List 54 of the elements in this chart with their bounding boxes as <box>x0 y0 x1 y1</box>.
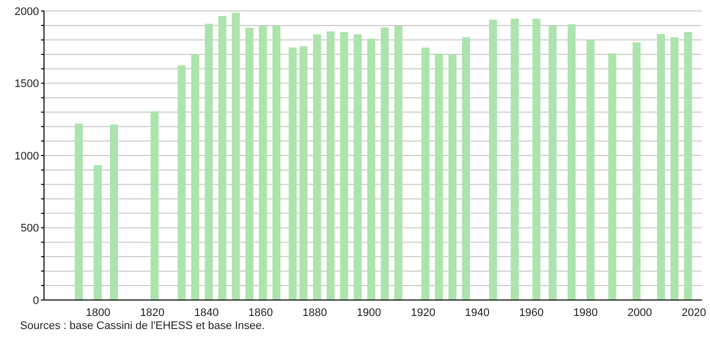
x-tick-label: 1840 <box>194 306 219 319</box>
source-note: Sources : base Cassini de l'EHESS et base Insee. <box>20 320 265 332</box>
bar <box>586 40 595 300</box>
bar <box>258 25 267 300</box>
bar <box>608 53 616 300</box>
bar <box>548 26 557 300</box>
bar <box>354 34 362 300</box>
bar <box>300 46 308 300</box>
x-tick-label: 1860 <box>248 306 273 319</box>
y-tick-label: 1000 <box>14 150 39 162</box>
bar <box>462 37 470 300</box>
bar <box>367 38 376 300</box>
bar <box>568 24 576 300</box>
bar <box>340 32 348 300</box>
bar <box>380 27 389 300</box>
y-tick-label: 500 <box>20 222 39 235</box>
bar <box>313 34 322 300</box>
bar <box>448 54 456 300</box>
bar <box>74 124 83 300</box>
x-tick-label: 1920 <box>410 306 436 319</box>
bar <box>245 28 254 300</box>
y-tick-label: 1500 <box>14 78 39 90</box>
bar <box>632 42 641 300</box>
bar <box>232 12 240 300</box>
bar <box>178 65 186 300</box>
bar <box>326 31 335 300</box>
bar <box>191 54 200 300</box>
bar <box>684 32 692 300</box>
x-tick-label: 1900 <box>356 306 382 319</box>
x-tick-label: 1960 <box>519 306 544 319</box>
bar <box>218 16 226 300</box>
bar <box>110 124 118 300</box>
x-tick-label: 1800 <box>86 306 110 319</box>
bar <box>94 165 102 300</box>
bar <box>434 54 443 300</box>
y-tick-label: 0 <box>32 294 39 307</box>
x-tick-label: 1880 <box>302 306 328 319</box>
x-tick-label: 1940 <box>465 306 490 319</box>
bar <box>272 25 280 300</box>
bar <box>489 20 498 300</box>
bar <box>656 34 665 300</box>
bar <box>150 111 159 300</box>
bar <box>510 18 519 300</box>
x-tick-label: 1980 <box>573 306 598 319</box>
x-tick-label: 2020 <box>682 306 706 319</box>
x-tick-label: 2000 <box>627 306 652 319</box>
bar <box>204 24 213 300</box>
bar <box>394 26 402 300</box>
bar <box>421 48 430 300</box>
x-tick-label: 1820 <box>140 306 165 319</box>
bar <box>670 37 679 300</box>
y-tick-label: 2000 <box>14 6 39 18</box>
bar <box>288 48 297 300</box>
bar <box>532 18 540 300</box>
